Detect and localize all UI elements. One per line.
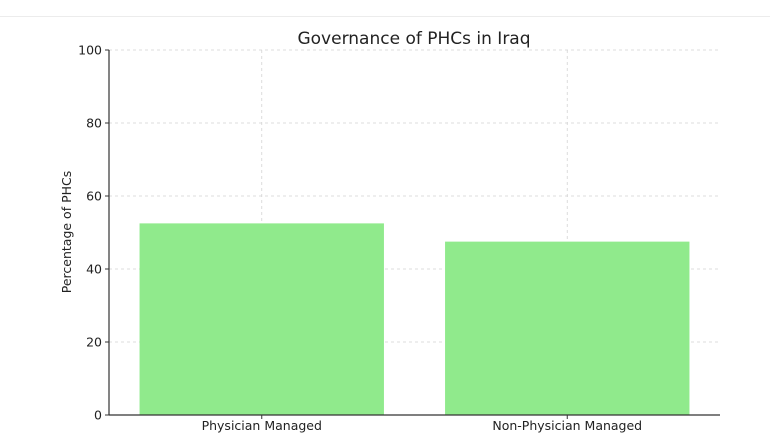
- y-tick-label: 60: [86, 189, 102, 204]
- top-divider: [0, 16, 770, 17]
- y-tick-label: 40: [86, 262, 102, 277]
- axis-layer: [105, 49, 720, 419]
- chart-title: Governance of PHCs in Iraq: [297, 29, 530, 49]
- label-layer: 0 20 40 60 80 100 Physician Managed Non-Physici…: [78, 43, 642, 434]
- y-tick-label: 100: [78, 43, 102, 58]
- bar-layer: [139, 223, 690, 415]
- bar-physician-managed: [139, 223, 384, 415]
- y-tick-label: 80: [86, 116, 102, 131]
- bar-non-physician-managed: [445, 241, 690, 415]
- y-tick-label: 0: [94, 408, 102, 423]
- x-tick-label: Non-Physician Managed: [492, 418, 642, 433]
- y-axis-label: Percentage of PHCs: [59, 171, 74, 294]
- x-tick-label: Physician Managed: [202, 418, 322, 433]
- y-tick-label: 20: [86, 335, 102, 350]
